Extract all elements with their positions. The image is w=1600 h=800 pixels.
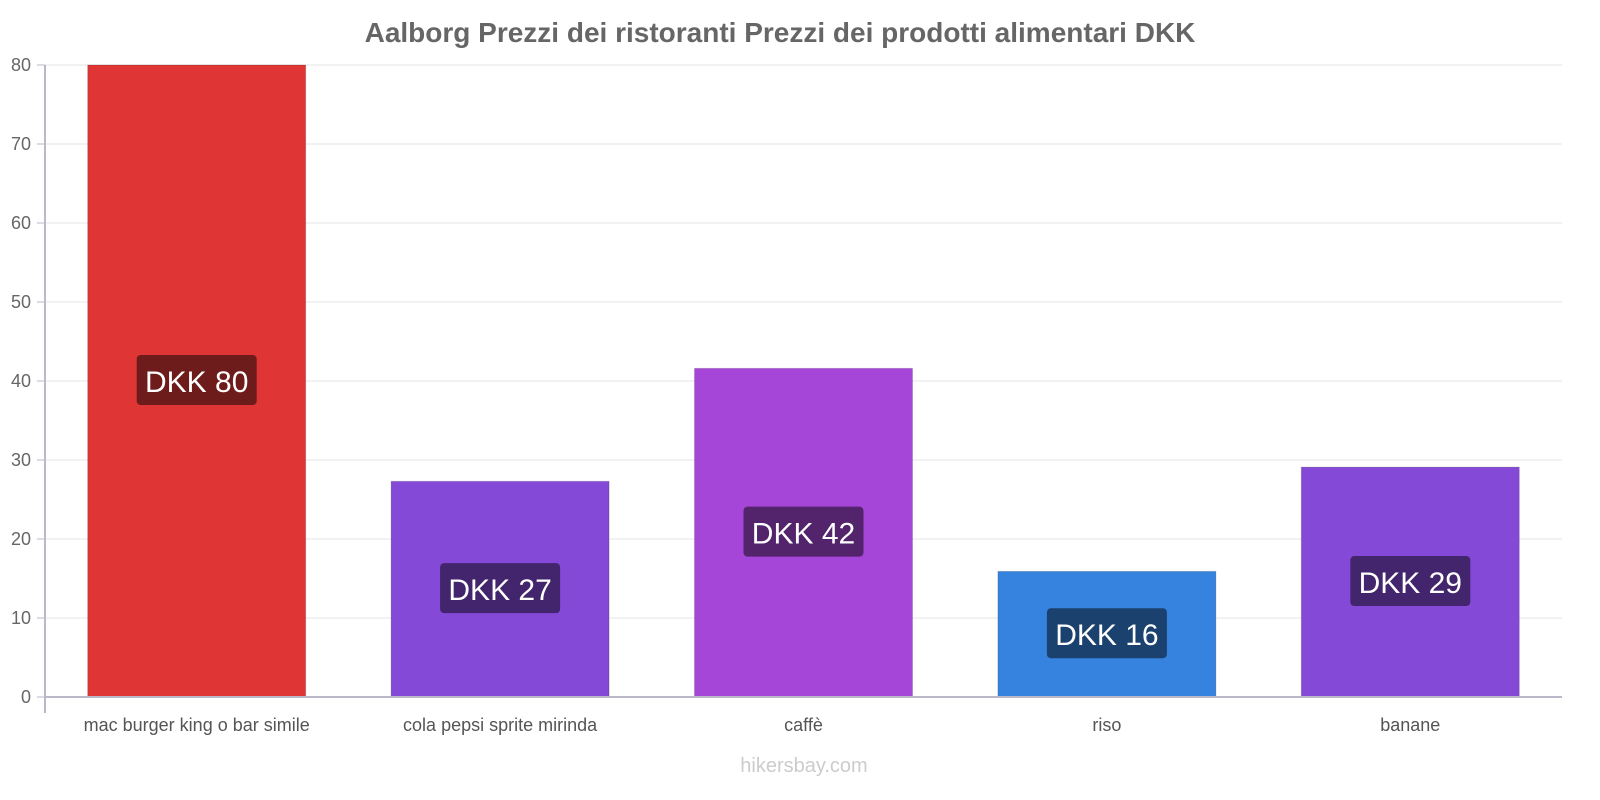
x-tick-label: caffè	[784, 715, 823, 735]
bar	[87, 64, 307, 698]
watermark: hikersbay.com	[740, 755, 867, 777]
y-tick-label: 70	[11, 134, 31, 154]
x-tick-label: mac burger king o bar simile	[84, 715, 310, 735]
chart-title: Aalborg Prezzi dei ristoranti Prezzi dei…	[365, 17, 1196, 48]
y-tick-label: 20	[11, 529, 31, 549]
data-label: DKK 29	[1359, 567, 1462, 600]
y-tick-label: 0	[21, 687, 31, 707]
data-label-box	[743, 506, 864, 557]
data-label-box	[440, 563, 561, 614]
data-label-box	[1350, 556, 1471, 607]
data-label-box	[136, 355, 257, 405]
x-tick-label: riso	[1092, 715, 1121, 735]
data-label: DKK 42	[752, 518, 855, 551]
y-tick-label: 50	[11, 292, 31, 312]
x-tick-label: cola pepsi sprite mirinda	[403, 715, 598, 735]
y-tick-label: 60	[11, 213, 31, 233]
y-tick-label: 80	[11, 55, 31, 75]
x-tick-label: banane	[1380, 715, 1440, 735]
y-tick-label: 30	[11, 450, 31, 470]
data-label: DKK 80	[145, 366, 248, 399]
data-label: DKK 16	[1055, 619, 1158, 652]
data-label-box	[1046, 608, 1167, 659]
y-tick-label: 10	[11, 608, 31, 628]
data-label: DKK 27	[448, 574, 551, 607]
y-tick-label: 40	[11, 371, 31, 391]
